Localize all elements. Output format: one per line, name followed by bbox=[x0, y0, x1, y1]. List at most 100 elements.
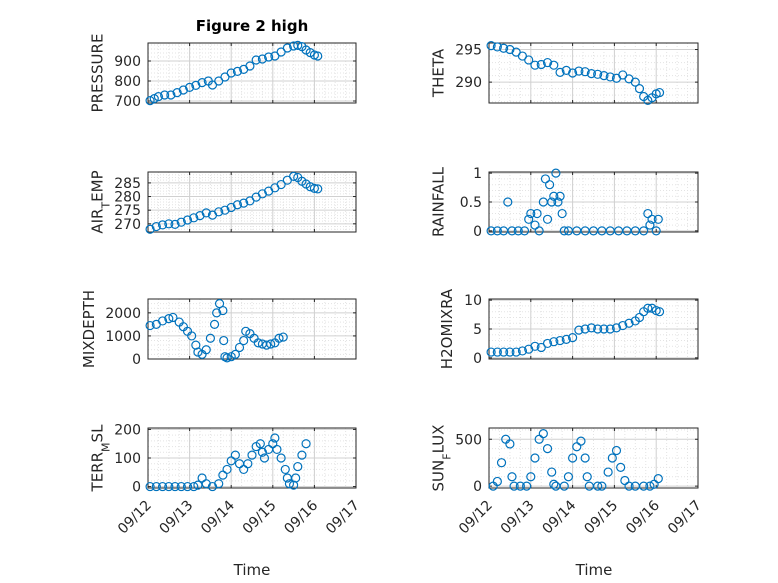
data-point bbox=[645, 481, 655, 491]
data-point bbox=[593, 481, 603, 491]
data-point bbox=[559, 481, 569, 491]
data-point bbox=[561, 334, 571, 344]
data-point bbox=[270, 433, 280, 443]
subplot-8: 0 500 09/12 09/13 09/14 09/15 09/16 09/17 SUNFLU… bbox=[430, 425, 705, 538]
data-point bbox=[145, 481, 155, 492]
data-point bbox=[247, 450, 257, 460]
y-tick-label: 0.5 bbox=[460, 195, 482, 211]
data-point bbox=[654, 87, 665, 98]
data-point bbox=[313, 184, 323, 194]
data-point bbox=[189, 481, 199, 492]
data-point bbox=[499, 43, 509, 53]
axes-box bbox=[147, 42, 357, 104]
data-point bbox=[503, 197, 513, 207]
data-point bbox=[176, 481, 186, 492]
data-point bbox=[651, 226, 661, 236]
x-tick-label: 09/14 bbox=[198, 497, 238, 537]
data-point bbox=[492, 347, 502, 357]
data-point bbox=[170, 219, 180, 229]
data-point bbox=[567, 453, 578, 463]
data-point bbox=[599, 324, 609, 334]
data-point bbox=[586, 323, 597, 333]
data-point bbox=[280, 464, 290, 475]
axes-box bbox=[488, 42, 699, 104]
data-point bbox=[507, 226, 517, 236]
y-tick-label: 285 bbox=[114, 176, 141, 192]
subplot-2: 290 295 THETA bbox=[430, 41, 699, 105]
data-point bbox=[549, 60, 559, 70]
data-point bbox=[492, 42, 502, 52]
x-tick-label: 09/17 bbox=[665, 498, 705, 538]
data-point bbox=[555, 335, 565, 346]
data-point bbox=[257, 54, 267, 64]
data-point bbox=[182, 481, 193, 492]
y-tick-label: 100 bbox=[114, 451, 141, 467]
data-point bbox=[251, 55, 261, 65]
data-point bbox=[593, 324, 603, 334]
data-point bbox=[559, 226, 569, 236]
data-point bbox=[313, 51, 323, 61]
y-tick-label: 280 bbox=[114, 190, 141, 206]
data-point bbox=[291, 473, 301, 483]
data-point bbox=[574, 66, 584, 76]
data-point bbox=[166, 90, 176, 100]
data-point bbox=[580, 453, 590, 463]
data-point bbox=[645, 220, 655, 230]
data-point bbox=[222, 353, 232, 363]
y-tick-label: 1 bbox=[473, 166, 482, 182]
data-point bbox=[643, 303, 653, 313]
y-tick-label: 275 bbox=[114, 203, 141, 219]
data-point bbox=[222, 464, 232, 475]
data-point bbox=[536, 59, 546, 70]
data-point bbox=[524, 214, 534, 224]
x-axis-label-left: Time bbox=[233, 561, 271, 579]
data-point bbox=[557, 208, 567, 219]
y-tick-label: 5 bbox=[473, 322, 482, 338]
data-point bbox=[145, 320, 155, 331]
data-point bbox=[611, 445, 622, 456]
data-point bbox=[232, 66, 243, 77]
axes-box bbox=[147, 171, 357, 233]
data-point bbox=[257, 189, 267, 199]
data-point bbox=[511, 347, 521, 357]
data-point bbox=[551, 168, 561, 178]
y-tick-label: 290 bbox=[455, 75, 482, 91]
data-point bbox=[563, 472, 574, 482]
y-tick-label: 270 bbox=[114, 217, 141, 233]
data-point bbox=[549, 479, 559, 489]
data-point bbox=[586, 69, 597, 79]
data-point bbox=[153, 91, 163, 102]
data-point bbox=[639, 481, 649, 491]
x-tick-label: 09/14 bbox=[540, 497, 580, 537]
data-point bbox=[567, 68, 578, 78]
y-axis-label: H2OMIXRA bbox=[438, 288, 456, 369]
data-point bbox=[276, 179, 286, 190]
data-point bbox=[230, 450, 240, 460]
data-point bbox=[182, 215, 193, 225]
data-point bbox=[542, 444, 553, 454]
data-point bbox=[654, 307, 665, 317]
data-point bbox=[212, 308, 222, 318]
data-point bbox=[547, 197, 557, 207]
data-point bbox=[555, 191, 565, 201]
data-point bbox=[261, 340, 272, 350]
y-tick-label: 900 bbox=[114, 54, 141, 70]
data-point bbox=[542, 214, 553, 224]
data-point bbox=[593, 69, 603, 79]
data-point bbox=[259, 453, 270, 463]
data-point bbox=[189, 213, 199, 223]
data-point bbox=[526, 208, 536, 219]
subplot-5: 0 1000 2000 MIXDEPTH bbox=[80, 290, 357, 368]
data-point bbox=[545, 180, 555, 190]
data-point bbox=[145, 224, 155, 234]
data-point bbox=[255, 439, 265, 449]
y-tick-label: 0 bbox=[132, 480, 141, 496]
y-tick-label: 1000 bbox=[105, 329, 141, 345]
data-point bbox=[301, 439, 311, 449]
data-point bbox=[530, 341, 540, 351]
x-tick-label: 09/15 bbox=[581, 498, 621, 538]
data-point bbox=[607, 453, 617, 463]
data-point bbox=[226, 68, 236, 78]
data-point bbox=[245, 61, 255, 71]
data-point bbox=[567, 333, 578, 343]
